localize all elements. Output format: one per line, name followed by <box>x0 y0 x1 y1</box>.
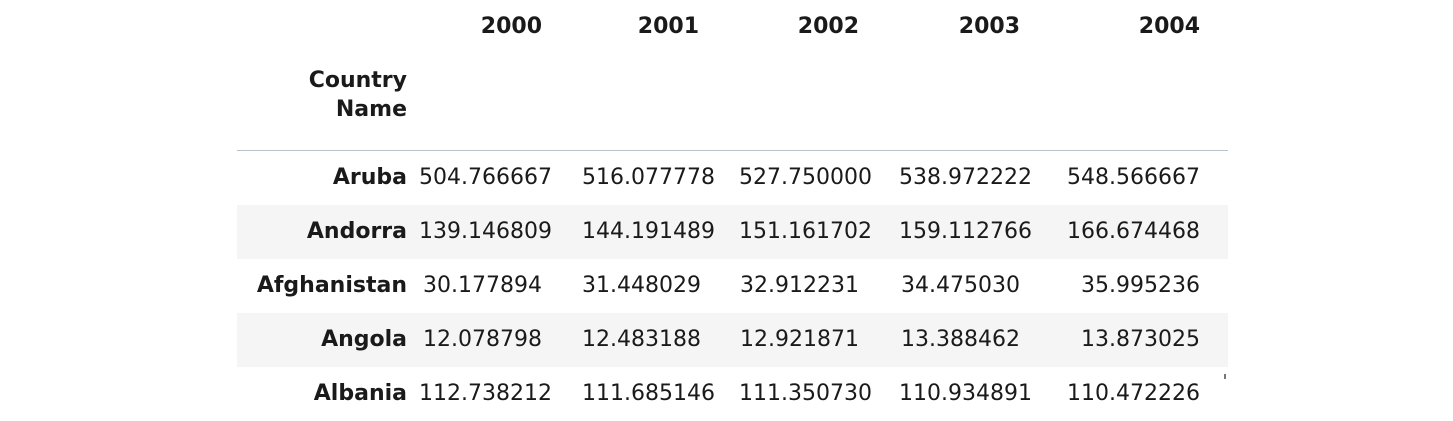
table-cell: 504.766667 <box>419 165 552 191</box>
table-cell: 111.350730 <box>739 381 872 406</box>
table-cell: 516.077778 <box>582 165 715 191</box>
table-cell: 144.191489 <box>582 219 715 244</box>
table-cell: 32.912231 <box>740 273 859 298</box>
table-cell: 151.161702 <box>739 219 872 244</box>
column-header-2004: 2004 <box>1138 13 1200 39</box>
row-label-aruba: Aruba <box>332 165 407 191</box>
scroll-indicator-mark <box>1224 374 1226 379</box>
table-cell: 34.475030 <box>901 273 1020 298</box>
header-corner-cell <box>237 0 407 52</box>
index-name-label: Country Name <box>237 52 407 151</box>
index-name-row: Country Name <box>237 52 1228 151</box>
table-cell: 548.566667 <box>1067 165 1200 191</box>
table-cell: 112.738212 <box>419 381 552 406</box>
table-cell: 111.685146 <box>582 381 715 406</box>
table-cell: 30.177894 <box>423 273 542 298</box>
table-cell: 139.146809 <box>419 219 552 244</box>
table-row: Andorra 139.146809 144.191489 151.161702… <box>237 204 1228 259</box>
dataframe-table: 2000 2001 2002 2003 2004 Country Name Ar… <box>237 0 1228 421</box>
table-cell: 166.674468 <box>1067 219 1200 244</box>
row-label-angola: Angola <box>321 327 407 352</box>
table-row: Angola 12.078798 12.483188 12.921871 13.… <box>237 312 1228 367</box>
table-cell: 527.750000 <box>739 165 872 191</box>
table-row: Albania 112.738212 111.685146 111.350730… <box>237 367 1228 421</box>
column-header-row: 2000 2001 2002 2003 2004 <box>237 0 1228 52</box>
table-cell: 13.873025 <box>1081 327 1200 352</box>
row-label-afghanistan: Afghanistan <box>256 273 407 298</box>
table-cell: 538.972222 <box>899 165 1032 191</box>
table-cell: 110.472226 <box>1067 381 1200 406</box>
table-cell: 159.112766 <box>899 219 1032 244</box>
table-cell: 31.448029 <box>582 273 701 298</box>
table-cell: 110.934891 <box>899 381 1032 406</box>
table-row: Afghanistan 30.177894 31.448029 32.91223… <box>237 259 1228 313</box>
table-cell: 12.078798 <box>423 327 542 352</box>
table-row: Aruba 504.766667 516.077778 527.750000 5… <box>237 151 1228 205</box>
table-cell: 35.995236 <box>1081 273 1200 298</box>
row-label-andorra: Andorra <box>306 219 407 244</box>
table-cell: 12.483188 <box>582 327 701 352</box>
table-cell: 12.921871 <box>740 327 859 352</box>
column-header-2000: 2000 <box>480 13 542 39</box>
column-header-2002: 2002 <box>797 13 859 39</box>
table-cell: 13.388462 <box>901 327 1020 352</box>
column-header-2001: 2001 <box>637 13 699 39</box>
column-header-2003: 2003 <box>958 13 1020 39</box>
row-label-albania: Albania <box>313 381 407 406</box>
